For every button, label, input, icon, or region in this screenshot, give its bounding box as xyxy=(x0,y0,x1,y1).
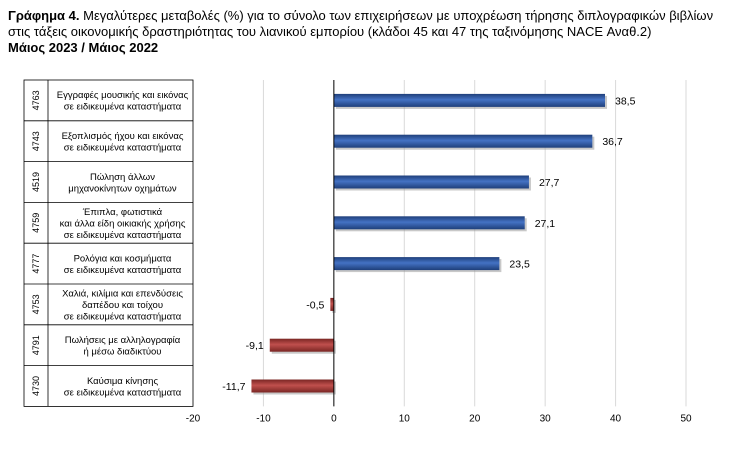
bar xyxy=(333,175,529,189)
category-label-line: Καύσιμα κίνησης xyxy=(87,376,159,387)
category-label-line: Εξοπλισμός ήχου και εικόνας xyxy=(62,131,184,142)
x-tick-label: 20 xyxy=(469,413,481,424)
category-code: 4777 xyxy=(31,254,41,274)
chart-subtitle: Μάιος 2023 / Μάιος 2022 xyxy=(8,40,159,55)
category-label-line: Έπιπλα, φωτιστικά xyxy=(82,207,163,218)
chart-number-label: Γράφημα 4. xyxy=(8,8,80,23)
category-label-line: Εγγραφές μουσικής και εικόνας xyxy=(57,90,189,101)
category-label-line: Πώληση άλλων xyxy=(90,172,155,183)
x-tick-label: 40 xyxy=(610,413,622,424)
category-code: 4743 xyxy=(31,131,41,151)
category-label-line: Πωλήσεις με αλληλογραφία xyxy=(65,335,181,346)
category-label-line: σε ειδικευμένα καταστήματα xyxy=(64,142,182,153)
bar xyxy=(251,379,334,393)
category-label-line: Ρολόγια και κοσμήματα xyxy=(74,253,172,264)
category-label-line: σε ειδικευμένα καταστήματα xyxy=(64,387,182,398)
x-tick-label: 0 xyxy=(331,413,337,424)
bar-value-label: 23,5 xyxy=(509,259,530,271)
x-tick-label: -10 xyxy=(256,413,271,424)
x-tick-label: 50 xyxy=(680,413,692,424)
bar xyxy=(333,257,500,271)
category-code: 4763 xyxy=(31,90,41,110)
bar xyxy=(333,134,593,148)
category-label-line: δαπέδου και τοίχου xyxy=(82,300,163,311)
bar-value-label: 36,7 xyxy=(602,136,623,148)
category-code: 4519 xyxy=(31,172,41,192)
x-tick-label: 30 xyxy=(540,413,552,424)
bar xyxy=(333,216,525,230)
category-code: 4730 xyxy=(31,376,41,396)
chart-title: Μεγαλύτερες μεταβολές (%) για το σύνολο … xyxy=(8,8,714,39)
bar-value-label: 38,5 xyxy=(615,95,636,107)
category-label-line: σε ειδικευμένα καταστήματα xyxy=(64,102,182,113)
category-label-line: Χαλιά, κιλίμια και επενδύσεις xyxy=(62,288,183,299)
category-label-line: μηχανοκίνητων οχημάτων xyxy=(68,183,177,194)
bar-value-label: 27,1 xyxy=(535,218,556,230)
x-tick-label: -20 xyxy=(186,413,201,424)
category-label-line: σε ειδικευμένα καταστήματα xyxy=(64,230,182,241)
category-label-line: ή μέσω διαδικτύου xyxy=(83,346,161,357)
chart-title-block: Γράφημα 4. Μεγαλύτερες μεταβολές (%) για… xyxy=(8,8,736,56)
category-code: 4791 xyxy=(31,335,41,355)
category-code: 4753 xyxy=(31,294,41,314)
category-label-line: σε ειδικευμένα καταστήματα xyxy=(64,265,182,276)
x-tick-label: 10 xyxy=(399,413,411,424)
category-label-line: σε ειδικευμένα καταστήματα xyxy=(64,311,182,322)
bar-value-label: -9,1 xyxy=(246,340,264,352)
bar-value-label: -0,5 xyxy=(306,299,324,311)
bar xyxy=(333,93,606,107)
bar xyxy=(330,297,334,311)
bar xyxy=(269,338,334,352)
bar-value-label: 27,7 xyxy=(539,177,560,189)
category-label-line: και άλλα είδη οικιακής χρήσης xyxy=(60,218,186,229)
bar-value-label: -11,7 xyxy=(222,381,245,393)
category-code: 4759 xyxy=(31,213,41,233)
